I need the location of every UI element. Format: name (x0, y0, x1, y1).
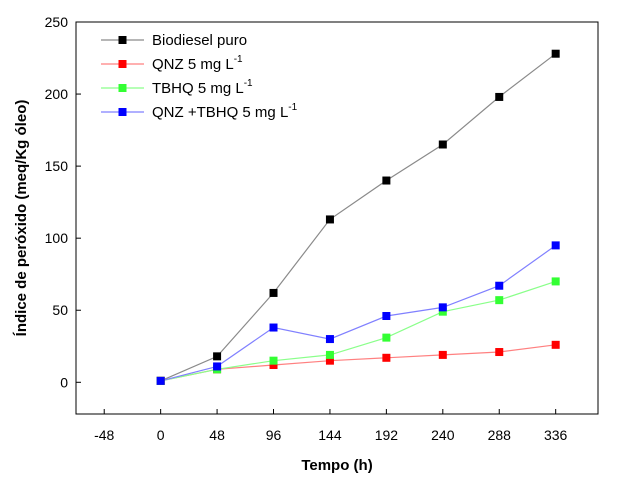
data-point-marker (495, 92, 504, 101)
data-point-marker (269, 361, 278, 369)
data-point-marker (382, 312, 391, 320)
x-tick-label: 336 (544, 427, 568, 443)
data-point-marker (438, 140, 447, 149)
series-line (160, 344, 556, 382)
legend-label-superscript: -1 (234, 54, 243, 65)
legend-label-text: QNZ 5 mg L (152, 56, 234, 73)
legend-label: Biodiesel puro (152, 32, 247, 49)
data-point-marker (325, 215, 334, 224)
legend-label-text: Biodiesel puro (152, 32, 247, 49)
y-tick-label: 250 (45, 14, 69, 30)
legend-label: QNZ +TBHQ 5 mg L-1 (152, 102, 298, 121)
x-tick-label: 96 (266, 427, 282, 443)
legend-marker (118, 36, 127, 44)
data-point-marker (438, 303, 447, 312)
y-tick-label: 0 (60, 374, 68, 390)
y-axis-title: Índice de peróxido (meq/Kg óleo) (13, 100, 30, 337)
data-point-marker (213, 362, 222, 371)
data-point-marker (551, 340, 560, 349)
data-point-marker (551, 241, 560, 250)
x-tick-label: 48 (209, 427, 225, 443)
series-line (160, 244, 557, 382)
legend-label: QNZ 5 mg L-1 (152, 54, 243, 73)
data-point-marker (495, 296, 504, 305)
data-point-marker (382, 353, 391, 362)
y-axis-ticks: 0 50 100 150 200 250 (45, 14, 81, 390)
plot-frame (75, 21, 599, 415)
data-point-marker (495, 281, 504, 290)
data-point-marker (551, 49, 560, 58)
legend-label-text: TBHQ 5 mg L (152, 80, 244, 97)
data-point-marker (551, 277, 560, 286)
legend-marker (118, 60, 127, 68)
x-tick-label: -48 (94, 427, 114, 443)
data-point-marker (269, 323, 278, 332)
y-tick-label: 50 (52, 302, 68, 318)
legend-marker (118, 84, 127, 92)
data-point-marker (269, 356, 278, 365)
x-axis-title: Tempo (h) (301, 457, 372, 474)
x-tick-label: 240 (431, 427, 455, 443)
data-point-marker (382, 176, 391, 185)
data-point-marker (325, 350, 334, 359)
x-tick-label: 192 (375, 427, 399, 443)
legend-label-text: QNZ +TBHQ 5 mg L (152, 104, 288, 121)
legend-label-superscript: -1 (244, 78, 253, 89)
y-tick-label: 150 (45, 158, 69, 174)
data-point-marker (438, 307, 447, 316)
series-line (160, 53, 557, 382)
data-point-marker (156, 376, 165, 385)
data-point-marker (325, 335, 334, 344)
x-tick-label: 144 (318, 427, 342, 443)
y-tick-label: 100 (45, 230, 69, 246)
data-point-marker (325, 356, 334, 365)
legend-label-superscript: -1 (288, 102, 297, 113)
data-point-marker (213, 352, 222, 361)
x-axis-ticks: -48 0 48 96 144 192 240 288 336 (94, 409, 568, 443)
x-tick-label: 0 (157, 427, 165, 443)
data-point-marker (495, 348, 504, 357)
legend-marker (118, 108, 127, 116)
legend-label: TBHQ 5 mg L-1 (152, 78, 253, 97)
x-tick-label: 288 (488, 427, 512, 443)
series-layer (156, 49, 560, 385)
series-line (160, 280, 556, 382)
data-point-marker (269, 288, 278, 297)
data-point-marker (438, 350, 447, 359)
y-tick-label: 200 (45, 86, 69, 102)
data-point-marker (382, 333, 391, 342)
